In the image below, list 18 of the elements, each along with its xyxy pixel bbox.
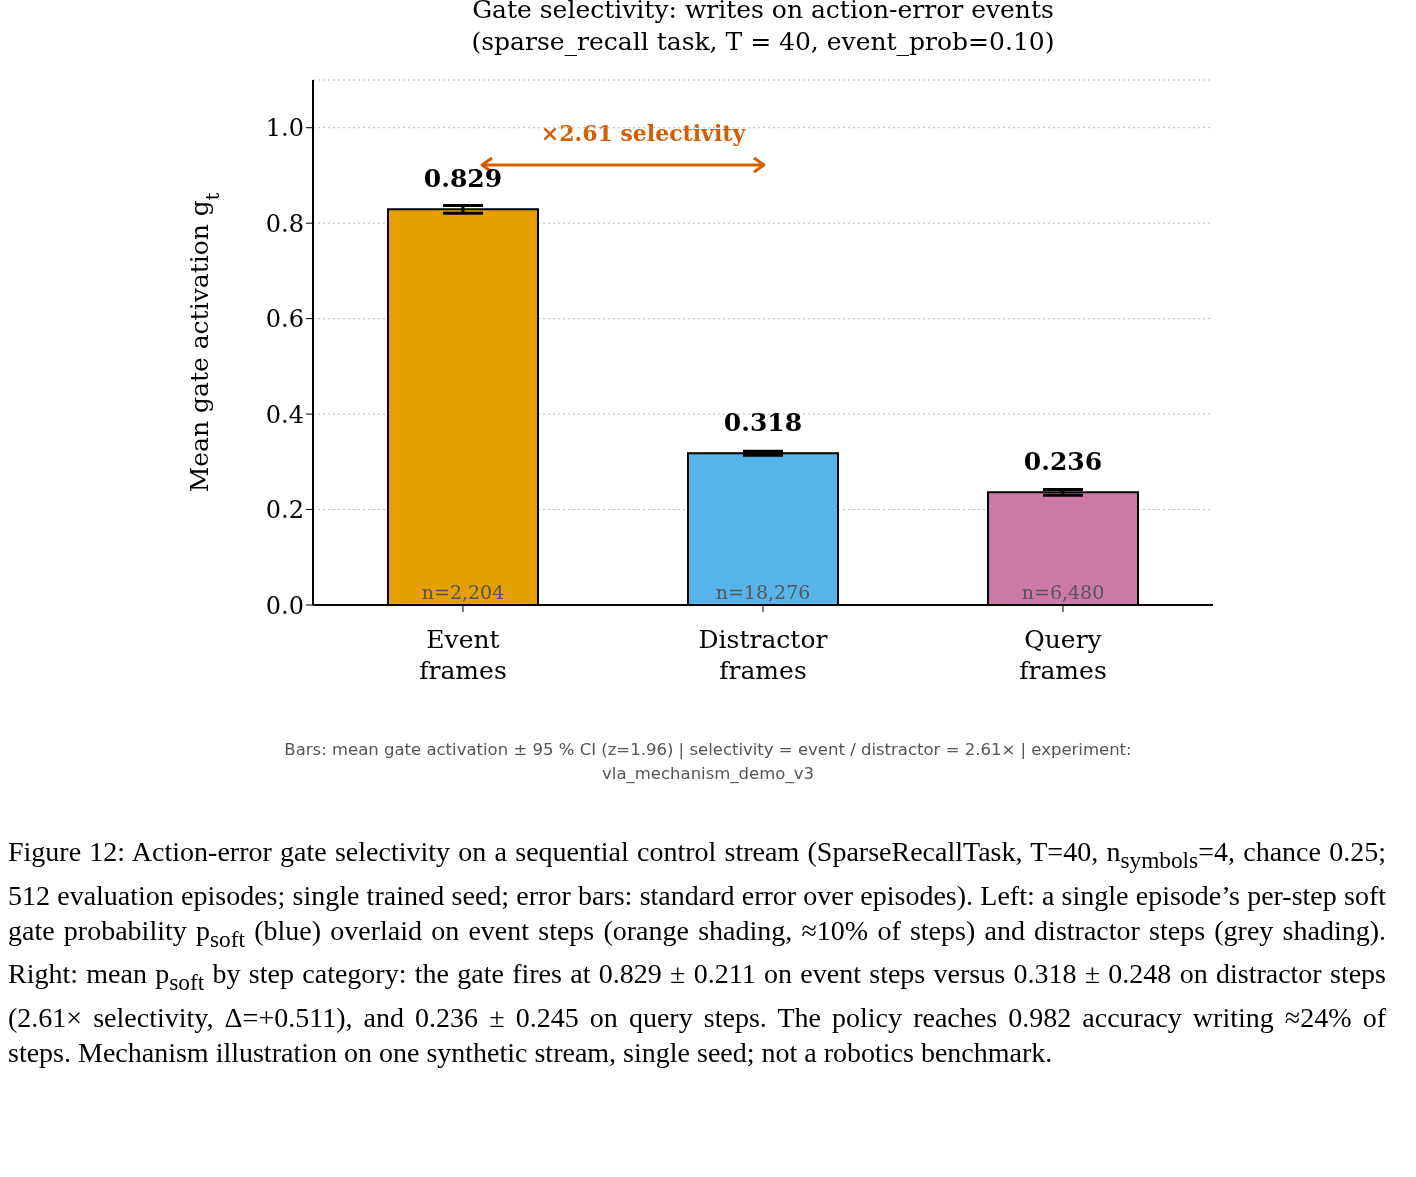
- y-tick-label: 1.0: [265, 114, 304, 143]
- y-tick-label: 0.4: [265, 400, 304, 429]
- annotation: n=18,276: [715, 581, 811, 603]
- y-tick-label: 0.8: [265, 209, 304, 238]
- y-tick-label: 0.2: [265, 496, 304, 525]
- annotation: n=2,204: [421, 581, 505, 603]
- x-tick-label: Distractor frames: [698, 625, 828, 685]
- annotation: n=6,480: [1021, 581, 1105, 603]
- x-tick-label: Query frames: [1019, 625, 1107, 685]
- y-tick-label: 0.6: [265, 305, 304, 334]
- y-tick-label: 0.0: [265, 591, 304, 620]
- annotation: ×2.61 selectivity: [539, 120, 747, 146]
- text: Bars: mean gate activation ± 95 % CI (z=1.96) | selectivity = event / distractor = 2.61× | experiment: vla_mechanism_demo_v3: [283, 739, 1133, 785]
- data-label: 0.829: [423, 164, 503, 194]
- data-label: 0.318: [723, 408, 803, 438]
- text: Figure 12: Action-error gate selectivity on a sequential control stream (SparseRecallTask, T=40, n$_{symbols}$=4, chance 0.25; 512 evaluation episodes; single trained seed; error bars: standard error over episodes). Left: a single episode’s per-step soft gate probability p$_{soft}$ (blue) overlaid on event steps (orange shading, ≈10% of steps) and distractor steps (grey shading). Right: mean p$_{soft}$ by step category: the gate fires at 0.829 ± 0.211 on event steps versus 0.318 ± 0.248 on distractor steps (2.61× selectivity, Δ=+0.511), and 0.236 ± 0.245 on query steps. The policy reaches 0.982 accuracy writing ≈24% of steps. Mechanism illustration on one synthetic stream, single seed; not a robotics benchmark.: [8, 836, 1387, 1068]
- data-label: 0.236: [1023, 447, 1103, 477]
- x-tick-label: Event frames: [419, 625, 507, 685]
